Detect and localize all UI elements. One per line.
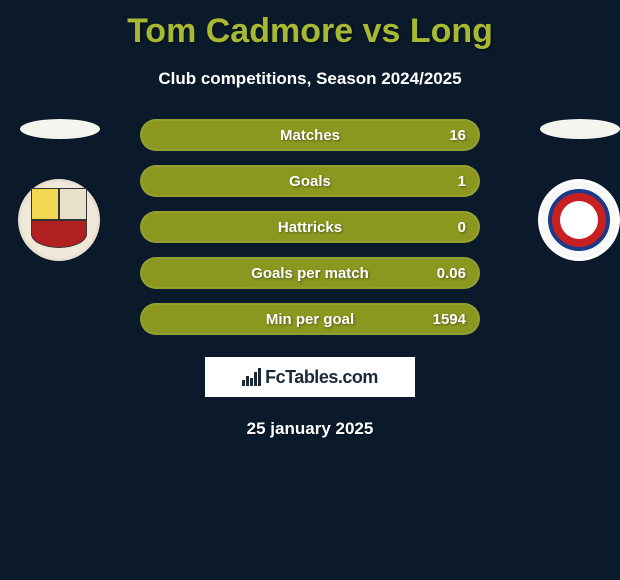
page-title: Tom Cadmore vs Long (0, 0, 620, 51)
stat-row-hattricks: Hattricks 0 (140, 211, 480, 243)
stat-value: 0 (458, 219, 466, 236)
stat-row-goals-per-match: Goals per match 0.06 (140, 257, 480, 289)
page-subtitle: Club competitions, Season 2024/2025 (0, 69, 620, 89)
shield-icon (31, 188, 87, 252)
brand-logo: FcTables.com (205, 357, 415, 397)
stat-label: Min per goal (140, 311, 480, 328)
stats-column: Matches 16 Goals 1 Hattricks 0 Goals per… (140, 119, 480, 349)
stat-value: 16 (449, 127, 466, 144)
player-photo-left (20, 119, 100, 139)
stat-label: Hattricks (140, 219, 480, 236)
stat-value: 1 (458, 173, 466, 190)
team-crest-right (538, 179, 620, 261)
bar-chart-icon (242, 368, 261, 386)
badge-icon (548, 189, 610, 251)
stat-row-min-per-goal: Min per goal 1594 (140, 303, 480, 335)
brand-text: FcTables.com (265, 367, 378, 388)
team-crest-left (18, 179, 100, 261)
comparison-area: Matches 16 Goals 1 Hattricks 0 Goals per… (0, 119, 620, 349)
stat-row-goals: Goals 1 (140, 165, 480, 197)
stat-value: 0.06 (437, 265, 466, 282)
date-label: 25 january 2025 (0, 419, 620, 439)
stat-label: Goals per match (140, 265, 480, 282)
stat-value: 1594 (433, 311, 466, 328)
stat-row-matches: Matches 16 (140, 119, 480, 151)
stat-label: Matches (140, 127, 480, 144)
player-photo-right (540, 119, 620, 139)
stat-label: Goals (140, 173, 480, 190)
